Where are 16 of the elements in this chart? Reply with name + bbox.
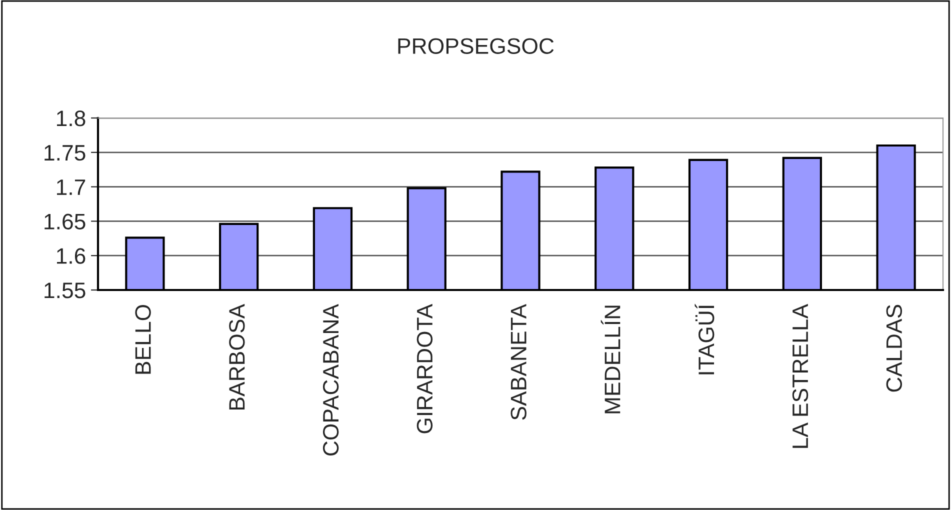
y-tick-label: 1.6 xyxy=(57,248,86,264)
chart-title: PROPSEGSOC xyxy=(398,38,554,54)
x-tick-label: MEDELLÍN xyxy=(600,306,620,414)
y-tick-label: 1.8 xyxy=(57,110,86,126)
x-tick-label: BELLO xyxy=(135,304,151,374)
x-tick-label: COPACABANA xyxy=(322,304,339,456)
x-tick-label: ITAGÜÍ xyxy=(694,304,714,374)
y-tick-label: 1.7 xyxy=(57,180,86,195)
y-tick-label: 1.75 xyxy=(44,145,86,161)
x-tick-label: LA ESTRELLA xyxy=(792,304,808,448)
x-tick-label: BARBOSA xyxy=(229,304,245,410)
y-tick-label: 1.55 xyxy=(44,282,86,298)
x-tick-label: GIRARDOTA xyxy=(416,304,433,434)
x-tick-label: SABANETA xyxy=(510,304,526,420)
x-tick-label: CALDAS xyxy=(886,304,902,392)
y-tick-label: 1.65 xyxy=(44,214,86,230)
